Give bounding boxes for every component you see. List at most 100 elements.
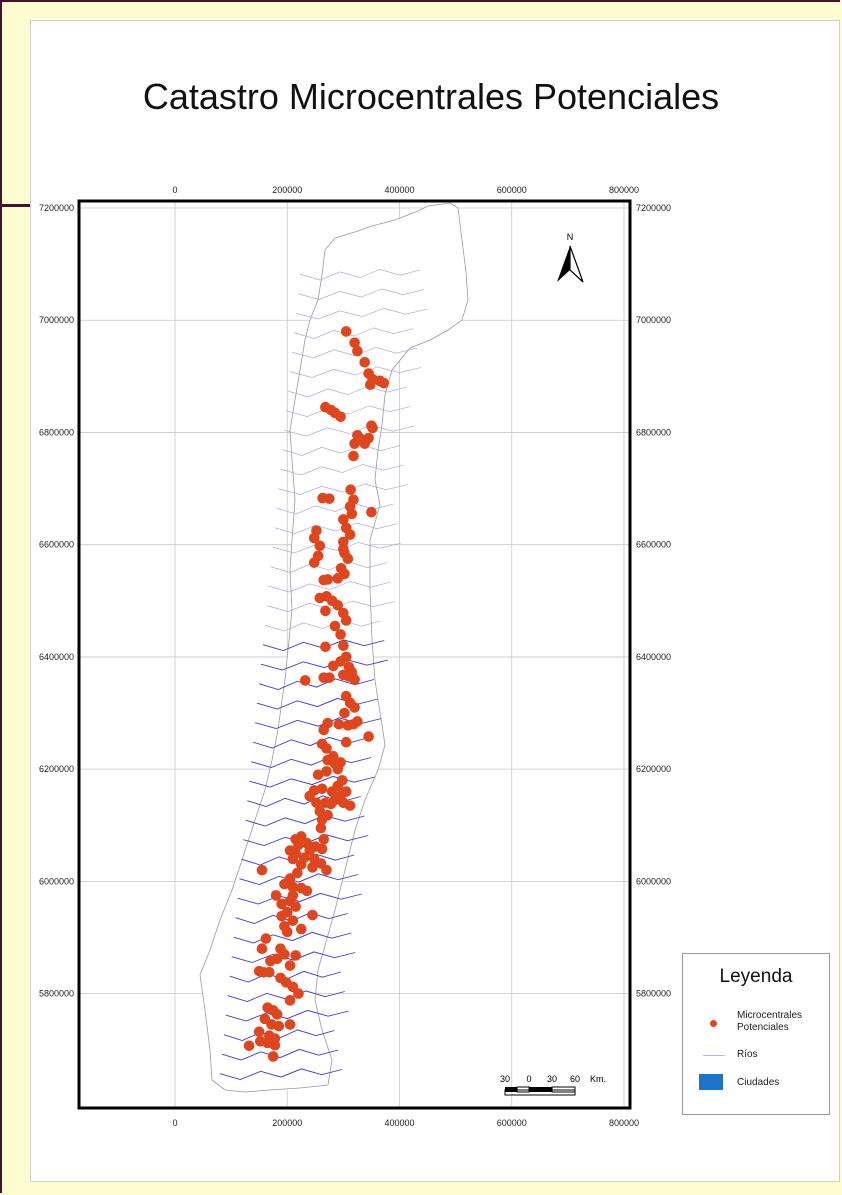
microcentral-point bbox=[342, 553, 354, 565]
river-line bbox=[219, 1068, 343, 1080]
microcentral-point bbox=[292, 867, 303, 879]
legend-label-rivers: Ríos bbox=[737, 1049, 758, 1060]
microcentral-point bbox=[338, 536, 349, 548]
microcentral-point bbox=[340, 615, 352, 626]
microcentral-point bbox=[320, 605, 331, 617]
microcentral-point bbox=[279, 878, 290, 890]
microcentral-point bbox=[321, 766, 332, 777]
microcentral-point bbox=[327, 660, 339, 672]
microcentral-point bbox=[340, 736, 352, 748]
scale-unit: Km. bbox=[590, 1074, 606, 1084]
scale-label-1: 0 bbox=[526, 1074, 531, 1084]
x-tick-label: 800000 bbox=[609, 1118, 639, 1128]
axis-tick-labels: 0 0 200000 200000 400000 400000 600000 600000 80… bbox=[39, 185, 671, 1128]
y-tick-label-left: 5800000 bbox=[39, 989, 74, 999]
microcentral-point bbox=[359, 357, 371, 368]
microcentral-point bbox=[293, 839, 304, 851]
river-line bbox=[266, 600, 395, 612]
scale-label-0: 30 bbox=[500, 1074, 510, 1084]
river-line bbox=[233, 931, 352, 944]
x-tick-label: 600000 bbox=[497, 185, 527, 195]
river-line bbox=[245, 814, 365, 827]
microcentral-point bbox=[276, 910, 287, 922]
microcentral-point bbox=[260, 933, 272, 944]
rivers bbox=[219, 269, 428, 1080]
microcentral-point bbox=[352, 716, 363, 727]
microcentral-point bbox=[321, 591, 332, 602]
river-line bbox=[221, 1048, 339, 1061]
legend-title: Leyenda bbox=[719, 966, 793, 987]
microcentral-point bbox=[329, 620, 341, 632]
river-line bbox=[296, 308, 428, 320]
microcentral-point bbox=[315, 822, 327, 834]
microcentral-point bbox=[335, 411, 346, 423]
microcentral-point bbox=[329, 794, 341, 806]
y-tick-label-right: 7200000 bbox=[636, 203, 671, 213]
river-line bbox=[278, 483, 408, 495]
river-line bbox=[237, 892, 362, 905]
y-tick-label-right: 5800000 bbox=[636, 989, 671, 999]
legend-label-cities: Ciudades bbox=[737, 1077, 780, 1088]
microcentral-point bbox=[338, 640, 349, 651]
microcentral-point bbox=[314, 540, 326, 552]
microcentral-point bbox=[308, 532, 320, 544]
legend-label-points-1: Microcentrales bbox=[737, 1010, 803, 1021]
microcentral-point bbox=[344, 800, 356, 811]
microcentral-point bbox=[346, 508, 358, 520]
river-line bbox=[280, 464, 405, 476]
river-line bbox=[268, 581, 391, 593]
microcentral-point bbox=[295, 859, 307, 870]
microcentral-point bbox=[318, 672, 330, 683]
microcentral-point bbox=[270, 890, 282, 901]
y-tick-label-left: 6200000 bbox=[39, 764, 74, 774]
y-tick-label-left: 6600000 bbox=[39, 540, 74, 550]
y-tick-label-left: 6400000 bbox=[39, 652, 74, 662]
legend: Leyenda Microcentrales Potenciales Ríos … bbox=[682, 953, 830, 1115]
river-line bbox=[282, 444, 401, 456]
legend-river-symbol bbox=[703, 1055, 725, 1056]
microcentral-point bbox=[263, 966, 275, 978]
microcentral-point bbox=[295, 923, 307, 935]
x-tick-label: 0 bbox=[172, 185, 177, 195]
microcentral-point bbox=[344, 529, 356, 540]
legend-label-points-2: Potenciales bbox=[737, 1022, 789, 1033]
microcentral-point bbox=[321, 864, 332, 876]
microcentral-point bbox=[312, 769, 324, 781]
river-line bbox=[272, 542, 402, 554]
microcentral-point bbox=[338, 514, 349, 525]
microcentral-point bbox=[352, 345, 363, 357]
river-line bbox=[260, 658, 389, 671]
map-frame bbox=[77, 199, 632, 1110]
microcentral-point bbox=[318, 574, 330, 586]
legend-city-symbol bbox=[699, 1074, 723, 1090]
microcentral-point bbox=[308, 557, 320, 568]
microcentral-point bbox=[367, 422, 378, 434]
microcentral-point bbox=[271, 1009, 283, 1020]
microcentral-point bbox=[322, 809, 333, 821]
microcentral-point bbox=[349, 674, 360, 685]
y-tick-label-left: 7000000 bbox=[39, 315, 74, 325]
river-line bbox=[286, 405, 411, 417]
microcentral-point bbox=[316, 843, 328, 855]
microcentral-point bbox=[267, 1051, 279, 1062]
microcentral-point bbox=[253, 1026, 265, 1038]
x-tick-label: 400000 bbox=[384, 185, 414, 195]
x-tick-label: 0 bbox=[172, 1118, 177, 1128]
microcentral-point bbox=[311, 797, 322, 809]
microcentral-point bbox=[299, 675, 311, 686]
microcentral-point bbox=[284, 995, 296, 1006]
microcentral-point bbox=[332, 599, 344, 611]
microcentral-point bbox=[307, 862, 318, 873]
x-tick-label: 600000 bbox=[497, 1118, 527, 1128]
microcentral-point bbox=[324, 493, 335, 504]
microcentral-point bbox=[287, 881, 299, 893]
microcentral-point bbox=[271, 953, 283, 965]
microcentral-point bbox=[273, 1020, 285, 1032]
microcentral-point bbox=[287, 853, 299, 865]
river-line bbox=[225, 1009, 349, 1022]
microcentral-point bbox=[287, 915, 299, 926]
microcentral-point bbox=[316, 783, 328, 795]
river-line bbox=[284, 425, 415, 437]
legend-point-symbol bbox=[710, 1020, 717, 1027]
